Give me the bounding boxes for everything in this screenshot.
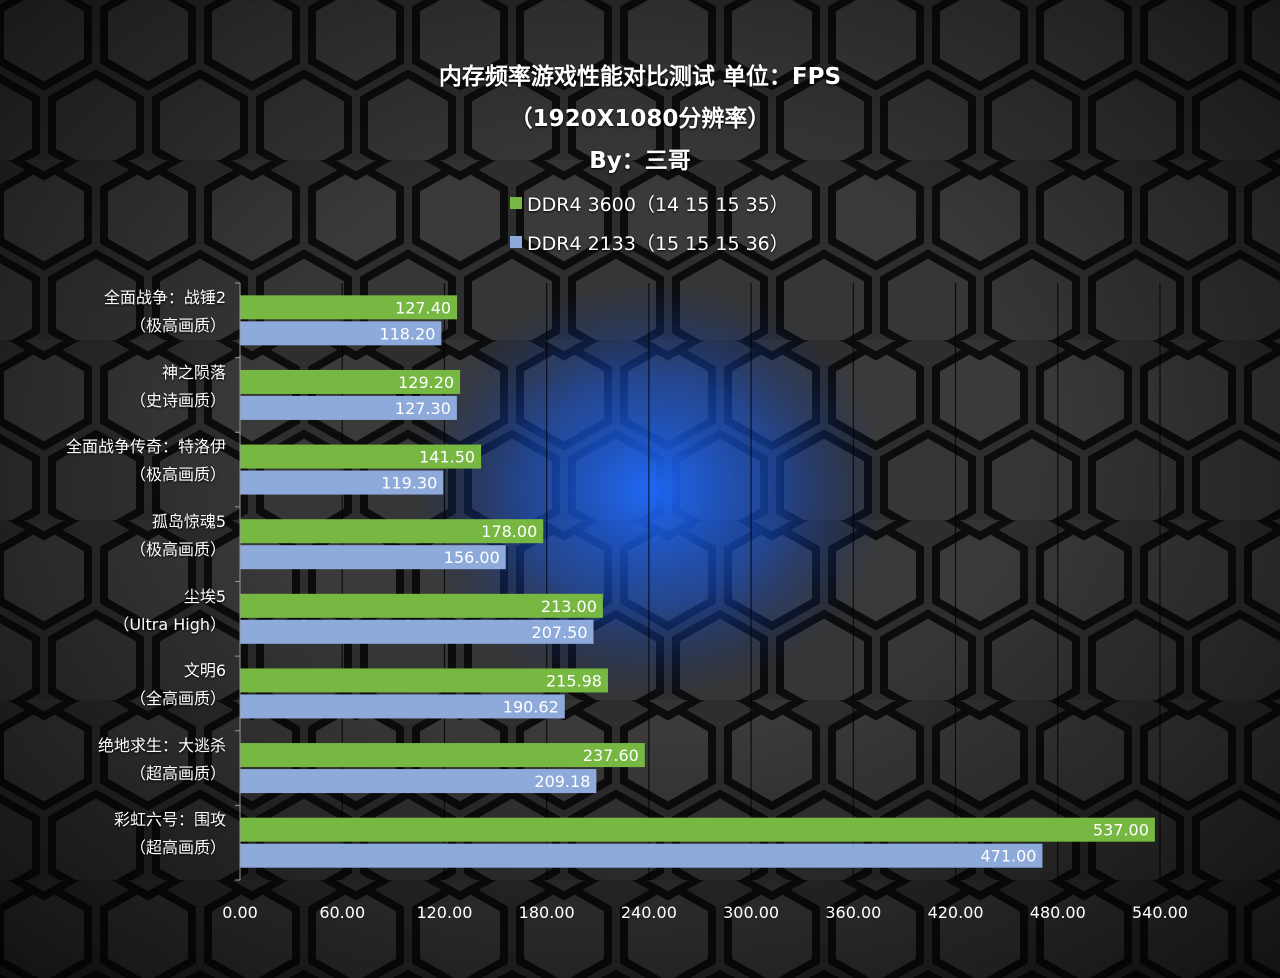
x-tick-label: 420.00 bbox=[928, 903, 984, 922]
bar-value-label: 190.62 bbox=[503, 697, 559, 716]
chart-title: 内存频率游戏性能对比测试 单位：FPS bbox=[438, 64, 842, 90]
bar-series-2 bbox=[240, 769, 597, 794]
bar-value-label: 178.00 bbox=[481, 522, 537, 541]
legend-swatch-green bbox=[510, 197, 522, 209]
category-name-label: 尘埃5 bbox=[183, 586, 226, 606]
gridlines bbox=[341, 283, 1161, 880]
bar-value-label: 119.30 bbox=[381, 474, 437, 493]
category-name-label: 绝地求生：大逃杀 bbox=[97, 735, 226, 755]
category-setting-label: （超高画质） bbox=[129, 763, 226, 783]
bar-value-label: 127.30 bbox=[395, 399, 451, 418]
bar-value-label: 127.40 bbox=[395, 298, 451, 317]
category-name-label: 全面战争传奇：特洛伊 bbox=[65, 437, 226, 457]
category-name-label: 彩虹六号：围攻 bbox=[113, 810, 226, 830]
category-setting-label: （极高画质） bbox=[129, 465, 226, 485]
x-tick-label: 60.00 bbox=[319, 903, 365, 922]
bar-value-label: 209.18 bbox=[534, 772, 590, 791]
bar-series-1 bbox=[240, 817, 1155, 842]
category-setting-label: （全高画质） bbox=[129, 689, 226, 709]
bar-value-label: 237.60 bbox=[583, 746, 639, 765]
x-tick-label: 360.00 bbox=[825, 903, 881, 922]
x-axis: 0.00 60.00 120.00 180.00 240.00 300.00 360.00 4… bbox=[222, 282, 1188, 922]
x-tick-label: 180.00 bbox=[519, 903, 575, 922]
bar-value-label: 141.50 bbox=[419, 448, 475, 467]
bar-value-label: 118.20 bbox=[379, 324, 435, 343]
x-tick-label: 120.00 bbox=[416, 903, 472, 922]
bar-series-2 bbox=[240, 321, 442, 346]
x-tick-label: 480.00 bbox=[1030, 903, 1086, 922]
bar-value-label: 471.00 bbox=[980, 847, 1036, 866]
bar-value-label: 156.00 bbox=[444, 548, 500, 567]
category-name-label: 孤岛惊魂5 bbox=[151, 511, 226, 531]
bar-series-1 bbox=[240, 369, 461, 394]
bar-series-2 bbox=[240, 694, 565, 719]
bar-series-2 bbox=[240, 545, 506, 570]
x-tick-label: 540.00 bbox=[1132, 903, 1188, 922]
x-tick-label: 300.00 bbox=[723, 903, 779, 922]
bar-value-label: 129.20 bbox=[398, 373, 454, 392]
bar-value-label: 215.98 bbox=[546, 671, 602, 690]
legend-swatch-blue bbox=[510, 236, 522, 248]
bar-series-2 bbox=[240, 619, 594, 644]
category-setting-label: （超高画质） bbox=[129, 838, 226, 858]
legend-item-series-1: DDR4 3600（14 15 15 35） bbox=[510, 191, 789, 216]
bar-series-1 bbox=[240, 519, 544, 544]
bar-series-1 bbox=[240, 743, 645, 768]
category-name-label: 全面战争：战锤2 bbox=[103, 288, 226, 307]
category-name-label: 文明6 bbox=[183, 661, 226, 681]
bar-series-1 bbox=[240, 295, 458, 320]
bar-series-1 bbox=[240, 593, 603, 618]
category-setting-label: （史诗画质） bbox=[129, 390, 226, 410]
chart-subtitle-resolution: （1920X1080分辨率） bbox=[509, 106, 771, 132]
category-setting-label: （Ultra High） bbox=[113, 614, 226, 634]
bar-value-label: 537.00 bbox=[1093, 821, 1149, 840]
bar-value-label: 213.00 bbox=[541, 597, 597, 616]
bars-layer: 127.40 118.20 129.20 127.30 141.50 119.30 178.… bbox=[240, 295, 1155, 868]
category-name-label: 神之陨落 bbox=[161, 362, 226, 382]
bar-series-1 bbox=[240, 668, 608, 693]
bar-series-2 bbox=[240, 843, 1043, 868]
bar-value-label: 207.50 bbox=[532, 623, 588, 642]
category-setting-label: （极高画质） bbox=[129, 539, 226, 559]
bar-series-1 bbox=[240, 444, 482, 469]
x-tick-label: 0.00 bbox=[222, 903, 258, 922]
legend-label-series-1: DDR4 3600（14 15 15 35） bbox=[527, 193, 789, 216]
bar-series-2 bbox=[240, 470, 444, 495]
chart-subtitle-author: By：三哥 bbox=[589, 148, 691, 174]
legend-item-series-2: DDR4 2133（15 15 15 36） bbox=[510, 230, 789, 255]
legend-label-series-2: DDR4 2133（15 15 15 36） bbox=[527, 232, 789, 255]
x-tick-label: 240.00 bbox=[621, 903, 677, 922]
category-setting-label: （极高画质） bbox=[129, 316, 226, 335]
bar-series-2 bbox=[240, 395, 457, 420]
